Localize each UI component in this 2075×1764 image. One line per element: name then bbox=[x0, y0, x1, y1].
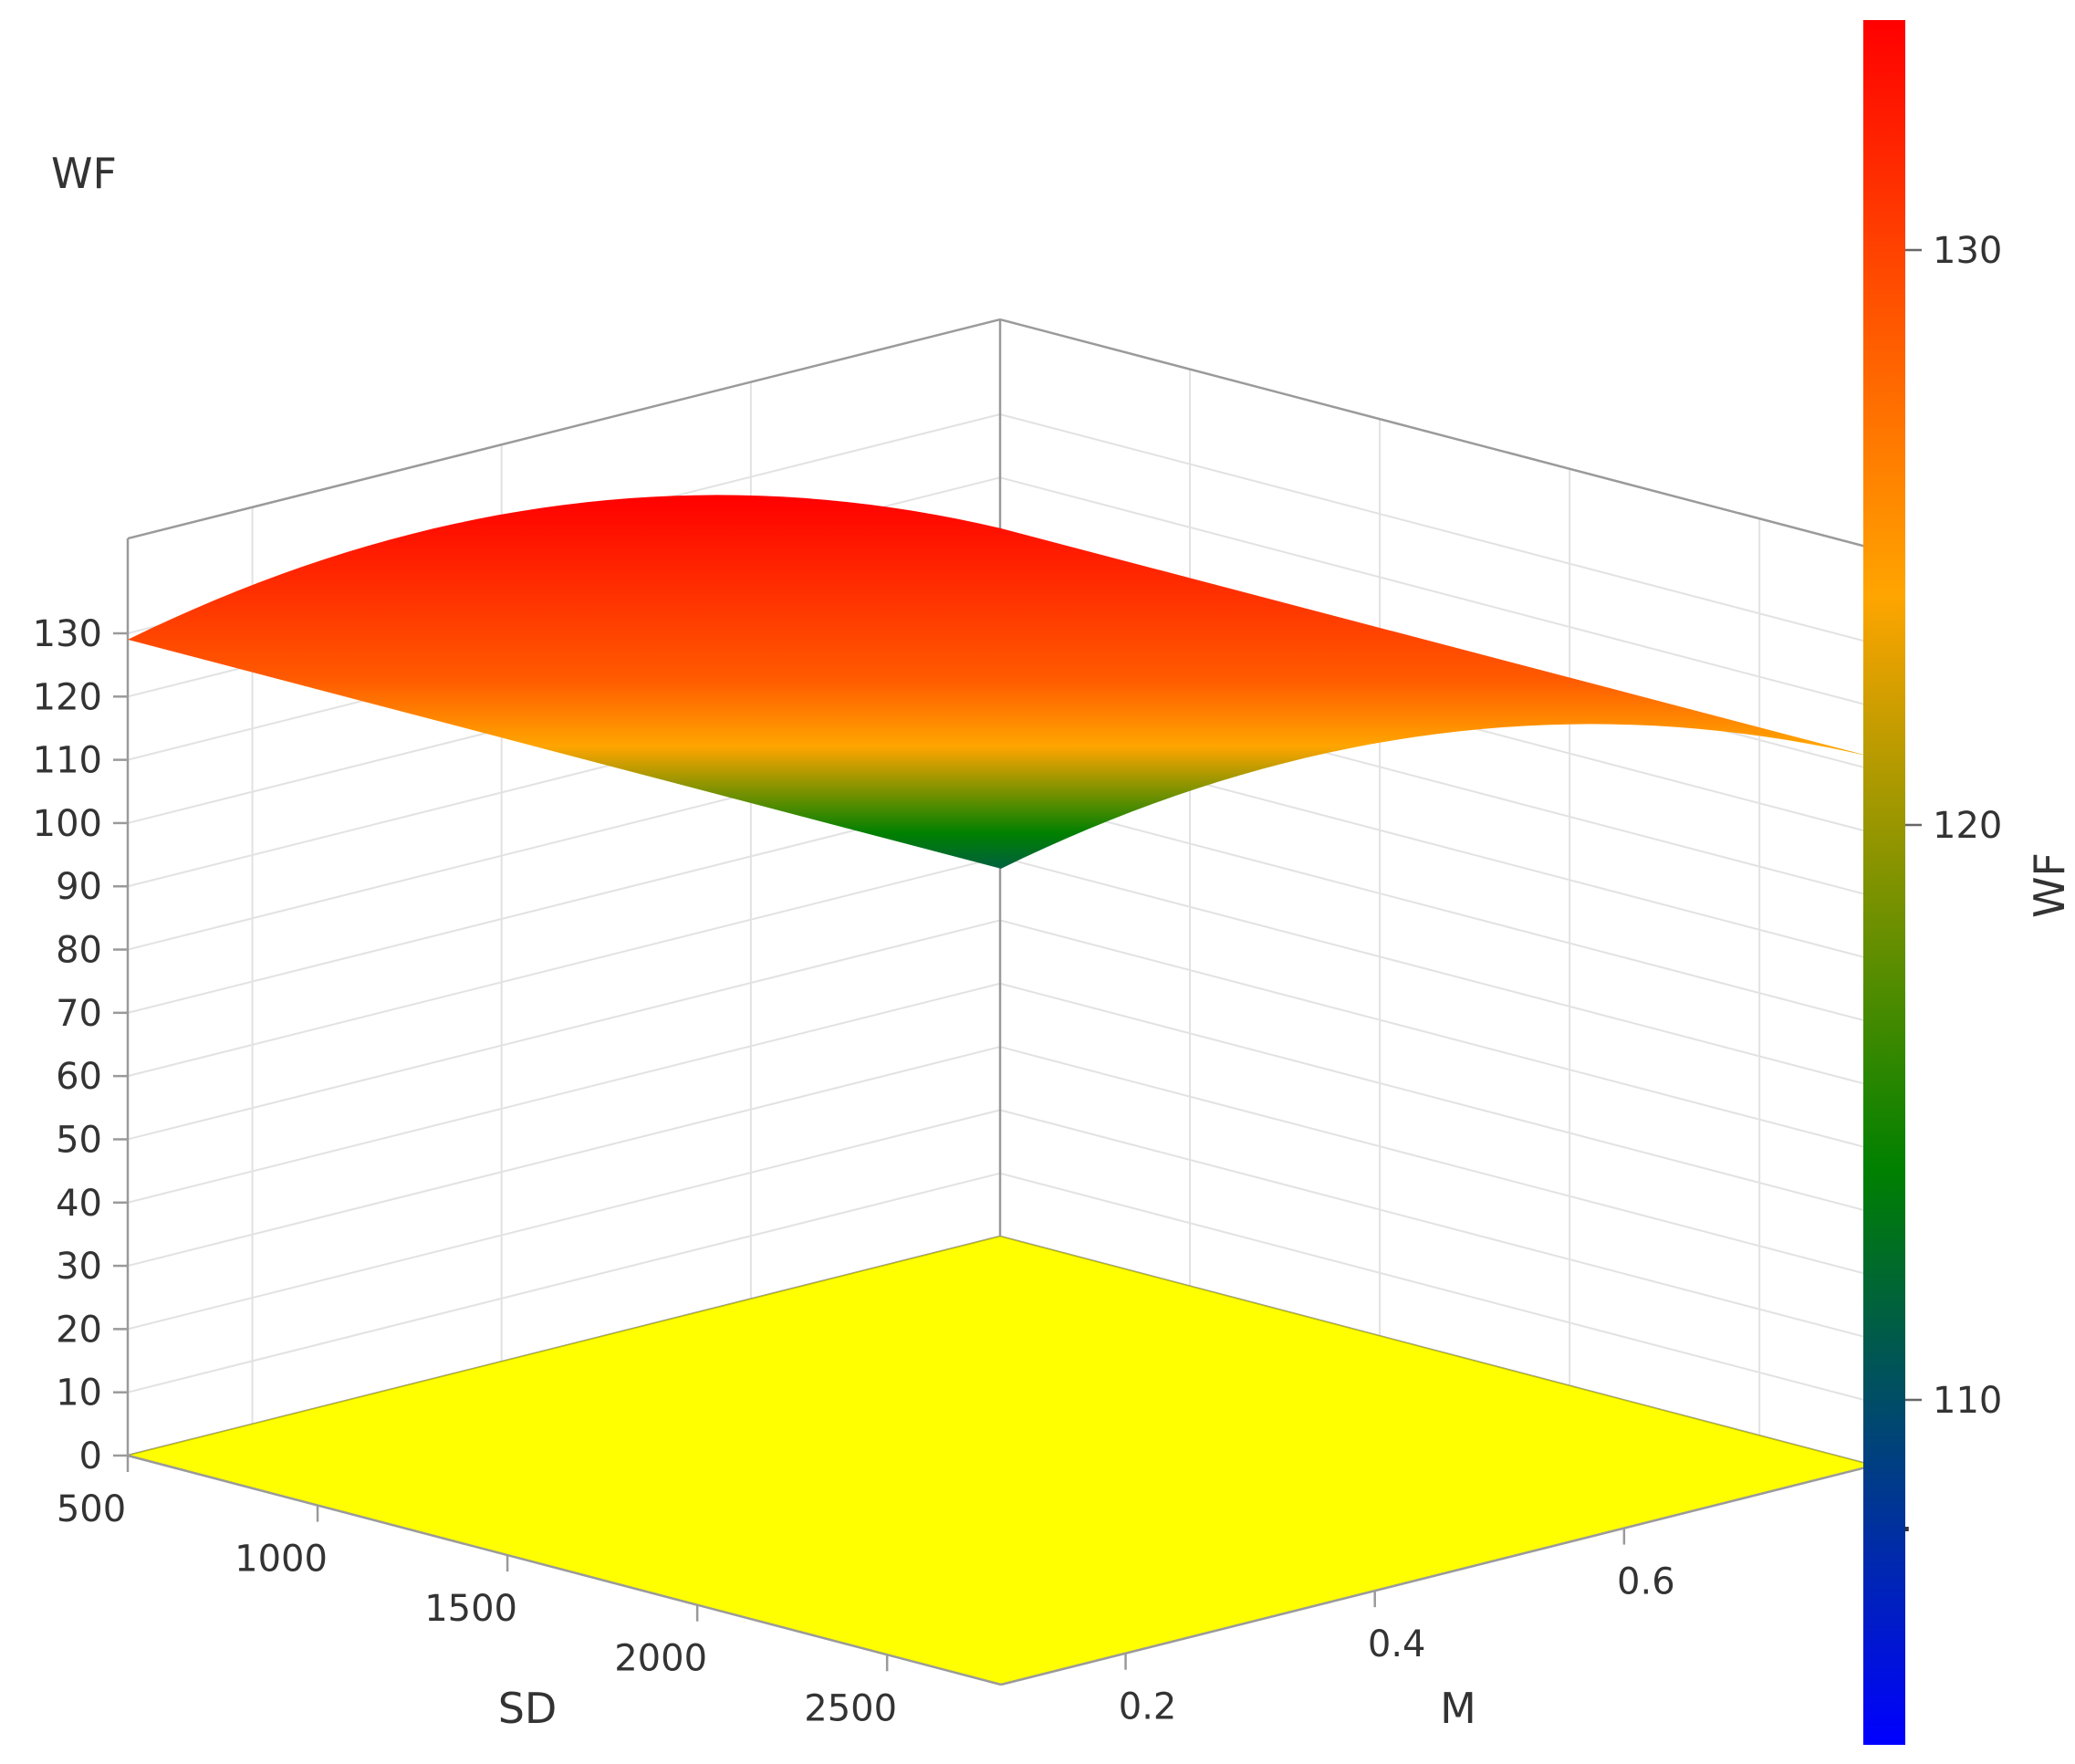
colorbar-tick-label: 110 bbox=[1933, 1380, 2002, 1422]
grid-line bbox=[999, 1109, 1874, 1341]
sd-axis-line bbox=[127, 1454, 1002, 1686]
grid-line bbox=[127, 1046, 1001, 1268]
grid-line bbox=[999, 476, 1874, 708]
grid-line bbox=[127, 982, 1001, 1204]
z-tick-label: 80 bbox=[56, 930, 102, 972]
grid-line bbox=[127, 1172, 1001, 1393]
m-tick-label: 0.2 bbox=[1119, 1686, 1177, 1728]
colorbar: 110 120 130 bbox=[1863, 20, 2002, 1745]
sd-tick-label: 2500 bbox=[804, 1687, 897, 1729]
colorbar-gradient bbox=[1863, 20, 1905, 1745]
z-tick-label: 100 bbox=[33, 803, 102, 845]
z-tick-label: 50 bbox=[56, 1119, 102, 1161]
grid-line bbox=[999, 792, 1874, 1024]
surface-mesh bbox=[128, 495, 1873, 869]
grid-line bbox=[999, 982, 1874, 1214]
grid-line bbox=[999, 919, 1874, 1151]
z-tick-label: 130 bbox=[33, 613, 102, 655]
box-edge bbox=[999, 318, 1874, 550]
grid-line bbox=[999, 413, 1874, 644]
sd-axis: 500 1000 1500 2000 2500 bbox=[57, 1454, 1002, 1729]
z-tick-label: 110 bbox=[33, 740, 102, 782]
sd-tick-label: 1500 bbox=[424, 1588, 517, 1630]
colorbar-title: WF bbox=[2025, 852, 2074, 918]
z-tick-label: 120 bbox=[33, 676, 102, 718]
grid-line bbox=[999, 856, 1874, 1088]
grid-line bbox=[127, 856, 1001, 1078]
sd-tick-label: 1000 bbox=[235, 1539, 328, 1581]
z-tick-label: 40 bbox=[56, 1183, 102, 1225]
m-axis-title: M bbox=[1440, 1684, 1476, 1733]
z-tick-label: 0 bbox=[79, 1435, 102, 1477]
response-surface bbox=[128, 495, 1873, 869]
z-axis: 0 10 20 30 40 50 60 70 80 90 100 110 120 130 bbox=[33, 613, 128, 1477]
m-tick-label: 0.6 bbox=[1617, 1561, 1675, 1603]
z-tick-label: 60 bbox=[56, 1056, 102, 1098]
colorbar-tick-label: 130 bbox=[1933, 230, 2002, 272]
z-axis-title: WF bbox=[51, 149, 117, 198]
m-axis-line bbox=[1000, 1464, 1874, 1686]
floor-plane bbox=[127, 1236, 1874, 1686]
z-tick-label: 10 bbox=[56, 1373, 102, 1414]
sd-tick-label: 500 bbox=[57, 1488, 126, 1530]
floor-plane-fill bbox=[127, 1236, 1874, 1686]
sd-axis-title: SD bbox=[498, 1684, 558, 1733]
grid-line bbox=[999, 1172, 1874, 1404]
sd-tick-label: 2000 bbox=[614, 1638, 707, 1680]
z-tick-label: 70 bbox=[56, 993, 102, 1035]
grid-line bbox=[127, 919, 1001, 1141]
z-tick-label: 30 bbox=[56, 1246, 102, 1288]
grid-line bbox=[127, 1109, 1001, 1331]
z-tick-label: 90 bbox=[56, 866, 102, 908]
z-tick-label: 20 bbox=[56, 1309, 102, 1351]
m-tick-label: 0.4 bbox=[1368, 1623, 1426, 1665]
grid-line bbox=[999, 1046, 1874, 1278]
box-edge bbox=[127, 318, 1001, 540]
colorbar-tick-label: 120 bbox=[1933, 805, 2002, 847]
